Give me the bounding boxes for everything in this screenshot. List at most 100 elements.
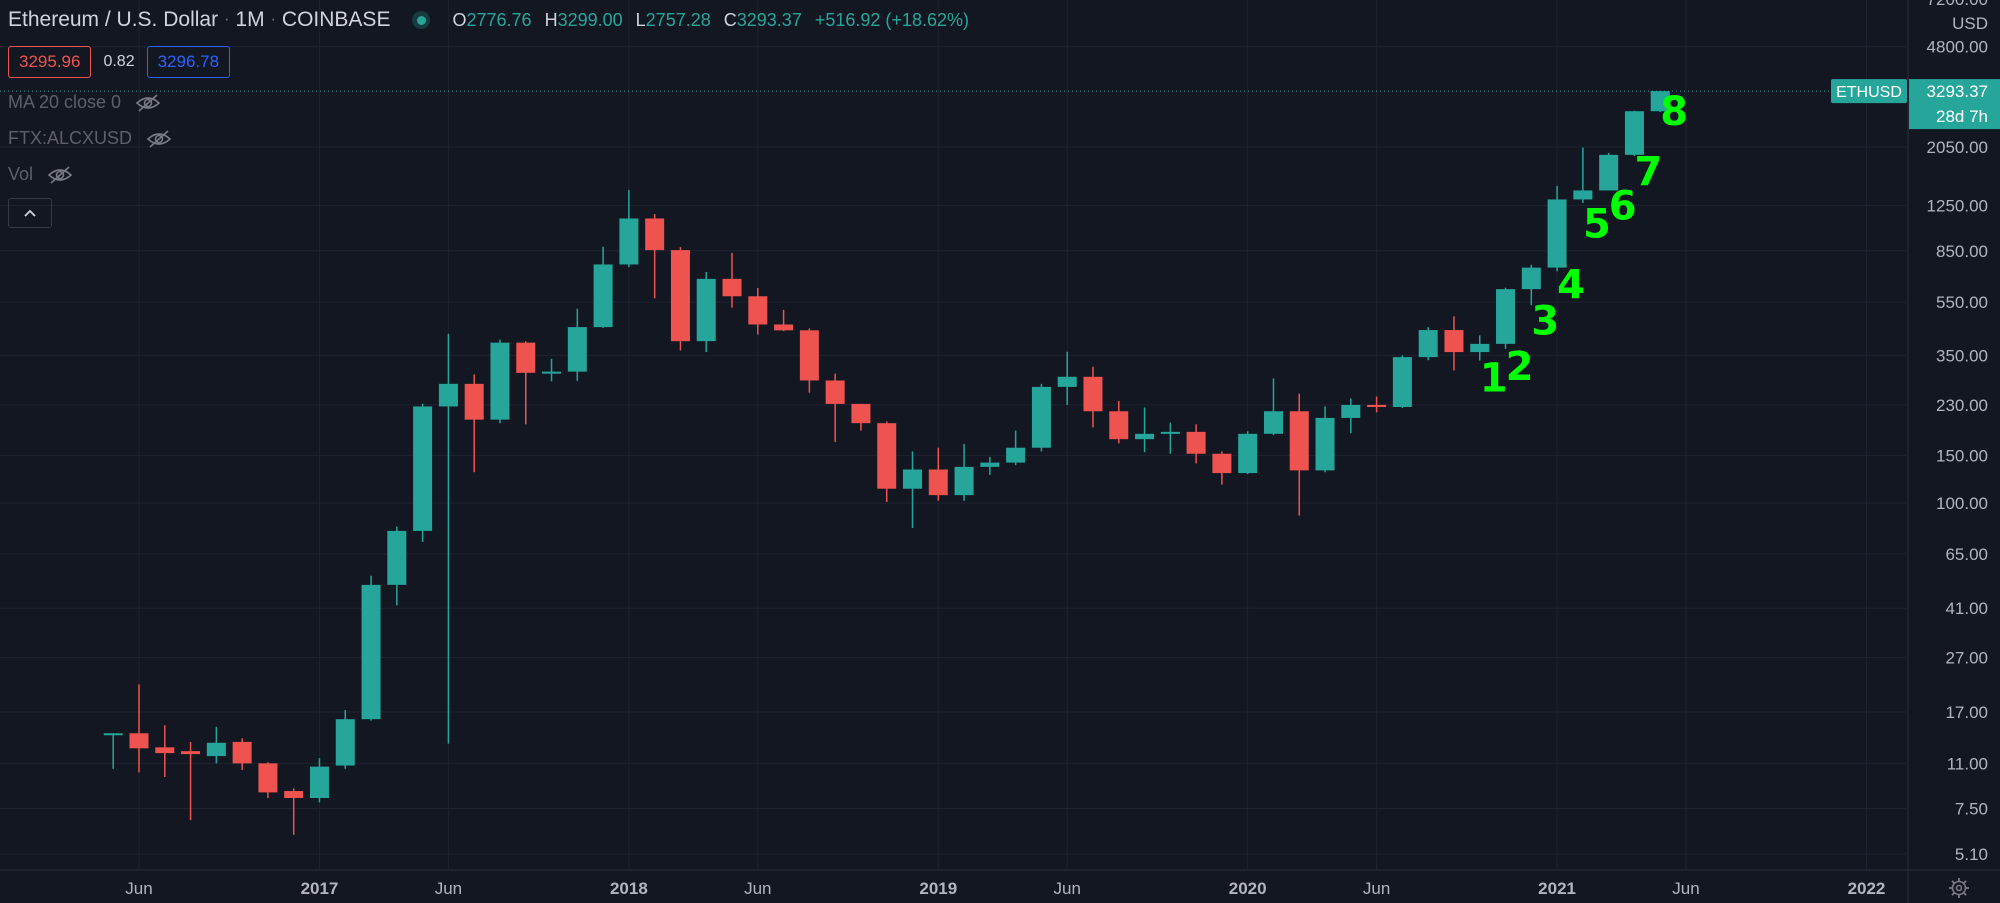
candle-body [516,342,536,373]
candle-body [438,383,458,407]
candle-body [1238,433,1258,474]
candle-body [980,462,1000,467]
interval-label[interactable]: 1M [235,8,265,31]
currency-label: USD [1952,14,1988,33]
indicator-compare[interactable]: FTX:ALCXUSD [8,128,172,149]
trade-panel: 3295.96 0.82 3296.78 [8,46,231,78]
eye-hidden-icon[interactable] [47,165,73,185]
candle-body [1444,330,1464,353]
time-tick-label: 2020 [1229,879,1267,898]
price-axis-bg [1908,0,2000,903]
annotation-number: 6 [1609,183,1637,229]
close-value: 3293.37 [736,9,802,30]
candle-body [1135,433,1155,440]
candle-body [722,278,742,297]
price-tick-label: 41.00 [1945,599,1988,618]
candle-body [799,330,819,381]
time-tick-label: Jun [1672,879,1699,898]
price-tick-label: 1250.00 [1927,196,1988,215]
time-tick-label: Jun [125,879,152,898]
high-key: H [544,9,558,30]
annotation-number: 2 [1506,344,1534,390]
time-tick-label: Jun [435,879,462,898]
candle-body [1083,376,1103,412]
price-tick-label: 230.00 [1936,396,1988,415]
candle-body [1599,154,1619,191]
annotation-number: 5 [1583,202,1611,248]
price-tick-label: 2050.00 [1927,138,1988,157]
candle-body [774,324,794,331]
candle-body [1263,411,1283,434]
symbol-header[interactable]: Ethereum / U.S. Dollar · 1M · COINBASE O… [8,8,969,32]
symbol-tag-label: ETHUSD [1836,84,1902,101]
price-tick-label: 850.00 [1936,242,1988,261]
close-key: C [723,9,737,30]
annotation-number: 7 [1635,149,1663,195]
low-key: L [635,9,646,30]
candle-body [877,423,897,489]
candle-body [232,741,252,764]
open-value: 2776.76 [466,9,532,30]
candle-body [1521,267,1541,290]
indicator-label[interactable]: MA 20 close 0 [8,92,122,112]
time-tick-label: Jun [1363,879,1390,898]
price-axis: 5.10 7.50 11.00 17.00 27.00 41.00 65.00 100.00 1… [1831,0,2000,903]
time-tick-label: 2018 [610,879,648,898]
last-price-tag [1909,79,2000,130]
candle-body [928,469,948,496]
price-tick-label: 7200.00 [1927,0,1988,9]
candle-body [1624,111,1644,155]
price-tick-label: 17.00 [1945,703,1988,722]
sell-button[interactable]: 3295.96 [8,46,92,78]
exchange-label: COINBASE [281,8,391,31]
candle-body [309,766,329,799]
indicator-label[interactable]: FTX:ALCXUSD [8,128,133,148]
price-tick-label: 7.50 [1955,800,1988,819]
candle-body [645,218,665,251]
candle-body [361,584,381,720]
indicator-volume[interactable]: Vol [8,164,73,185]
candle-body [954,466,974,496]
candle-body [413,406,433,531]
symbol-title[interactable]: Ethereum / U.S. Dollar [8,8,219,31]
candle-body [284,791,304,799]
candle-body [335,719,355,766]
candle-body [1109,411,1129,440]
eye-hidden-icon[interactable] [135,93,161,113]
collapse-legend-button[interactable] [8,198,52,228]
open-key: O [452,9,467,30]
candles [0,90,1908,835]
annotation-number: 8 [1660,89,1688,135]
candle-body [1573,190,1593,200]
candle-body [1341,404,1361,418]
candle-body [1315,417,1335,471]
time-tick-label: Jun [1053,879,1080,898]
annotation-number: 4 [1557,262,1585,308]
separator-dot: · [270,11,276,28]
candle-body [1496,289,1516,344]
indicator-ma[interactable]: MA 20 close 0 [8,92,161,113]
ohlc-values: O2776.76 H3299.00 L2757.28 C3293.37 +516… [444,10,969,31]
candle-body [103,733,123,736]
candle-body [490,342,510,420]
separator-dot: · [224,11,230,28]
price-tick-label: 4800.00 [1927,38,1988,57]
bar-countdown: 28d 7h [1936,107,1988,126]
candle-body [1367,404,1387,407]
candle-body [129,733,149,749]
eye-hidden-icon[interactable] [146,129,172,149]
price-tick-label: 350.00 [1936,346,1988,365]
candle-body [1392,357,1412,407]
spread-value: 0.82 [103,53,135,70]
change-value: +516.92 (+18.62%) [814,9,969,30]
indicator-label[interactable]: Vol [8,164,34,184]
chart-settings-button[interactable] [1946,875,1972,901]
buy-button[interactable]: 3296.78 [146,46,231,78]
candle-body [206,742,226,757]
low-value: 2757.28 [645,9,711,30]
candle-body [593,264,613,328]
annotation-number: 1 [1480,356,1508,402]
candle-body [1547,199,1567,268]
price-tick-label: 27.00 [1945,649,1988,668]
